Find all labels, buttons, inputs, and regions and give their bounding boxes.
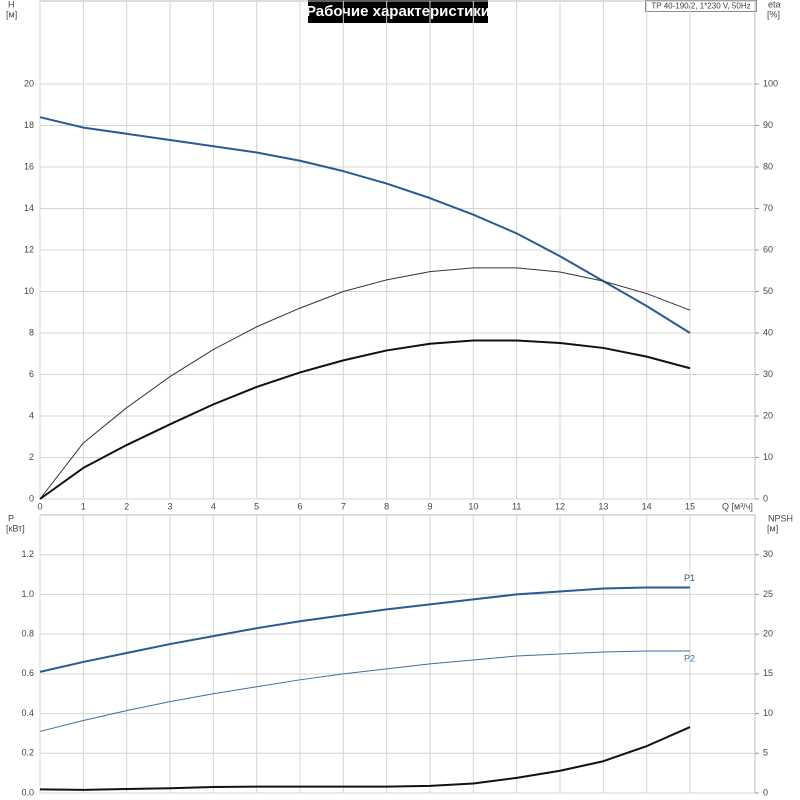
y2-tick-label: 20: [763, 629, 773, 639]
series-label: P1: [684, 573, 695, 583]
y-axis-unit: [м]: [6, 9, 17, 19]
y2-tick-label: 10: [763, 452, 773, 462]
y-tick-label: 16: [24, 161, 34, 171]
y-tick-label: 0.8: [21, 629, 34, 639]
y2-tick-label: 5: [763, 748, 768, 758]
y2-tick-label: 70: [763, 203, 773, 213]
plot-frame: [39, 514, 756, 794]
y2-tick-label: 90: [763, 120, 773, 130]
x-tick-label: 3: [167, 501, 172, 511]
x-axis-label: Q [м³/ч]: [722, 501, 753, 511]
y2-tick-label: 15: [763, 668, 773, 678]
title-box: [308, 0, 488, 23]
y2-axis-label: NPSH: [768, 513, 793, 523]
series-label: P2: [684, 653, 695, 663]
x-tick-label: 12: [555, 501, 565, 511]
y2-tick-label: 0: [763, 787, 768, 797]
y-axis-unit: [кВт]: [6, 523, 25, 533]
x-tick-label: 11: [512, 501, 521, 511]
x-tick-label: 8: [384, 501, 389, 511]
y2-tick-label: 20: [763, 410, 773, 420]
series-line: [39, 339, 691, 500]
x-tick-label: 0: [37, 501, 42, 511]
y-axis-label: H: [8, 0, 15, 9]
y2-tick-label: 25: [763, 589, 773, 599]
annotation: TP 40-190/2, 1*230 V, 50Hz: [651, 2, 750, 11]
y2-axis-label: eta: [768, 0, 781, 9]
x-tick-label: 2: [124, 501, 129, 511]
y2-tick-label: 50: [763, 286, 773, 296]
y-tick-label: 4: [29, 410, 34, 420]
y2-tick-label: 60: [763, 244, 773, 254]
y-tick-label: 10: [24, 286, 34, 296]
series-line: [39, 650, 690, 732]
y-tick-label: 2: [29, 452, 34, 462]
x-tick-label: 14: [642, 501, 652, 511]
y-tick-label: 1.0: [21, 589, 34, 599]
y-tick-label: 0.0: [21, 787, 34, 797]
y2-tick-label: 30: [763, 369, 773, 379]
x-tick-label: 4: [211, 501, 216, 511]
y-tick-label: 0.6: [21, 668, 34, 678]
x-tick-label: 6: [297, 501, 302, 511]
y-tick-label: 14: [24, 203, 34, 213]
y2-tick-label: 40: [763, 327, 773, 337]
y-tick-label: 1.2: [21, 549, 34, 559]
y-axis-label: P: [8, 513, 14, 523]
y-tick-label: 20: [24, 78, 34, 88]
x-tick-label: 1: [81, 501, 86, 511]
x-tick-label: 15: [685, 501, 695, 511]
y-tick-label: 0.4: [21, 708, 34, 718]
y2-tick-label: 10: [763, 708, 773, 718]
x-tick-label: 10: [468, 501, 478, 511]
x-tick-label: 7: [341, 501, 346, 511]
x-tick-label: 13: [598, 501, 608, 511]
series-line: [39, 586, 690, 673]
y2-axis-unit: [м]: [767, 523, 778, 533]
x-tick-label: 5: [254, 501, 259, 511]
y2-tick-label: 0: [763, 493, 768, 503]
y-tick-label: 8: [29, 327, 34, 337]
y2-tick-label: 80: [763, 161, 773, 171]
y2-tick-label: 100: [763, 78, 778, 88]
y-tick-label: 12: [24, 244, 34, 254]
y-tick-label: 18: [24, 120, 34, 130]
y-tick-label: 6: [29, 369, 34, 379]
y2-axis-unit: [%]: [767, 9, 780, 19]
y-tick-label: 0: [29, 493, 34, 503]
y-tick-label: 0.2: [21, 748, 34, 758]
series-line: [39, 726, 691, 791]
chart-title: Рабочие характеристики: [306, 3, 490, 20]
series-line: [39, 116, 691, 334]
series-line: [39, 267, 691, 500]
y2-tick-label: 30: [763, 549, 773, 559]
x-tick-label: 9: [427, 501, 432, 511]
